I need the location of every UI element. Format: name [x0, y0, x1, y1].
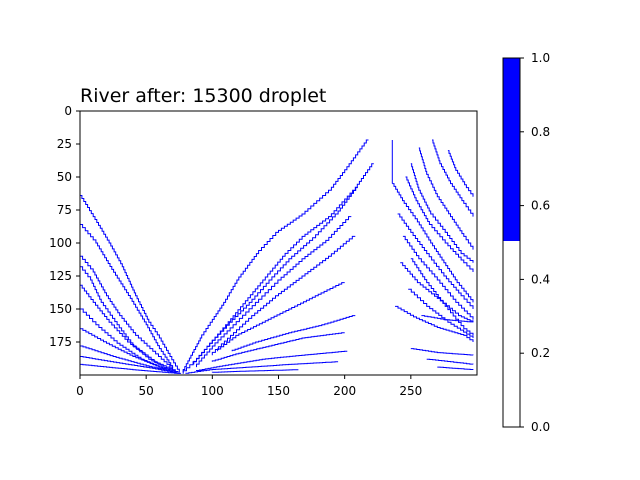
- river-channel-15: [217, 282, 345, 352]
- river-channel-1: [80, 224, 174, 369]
- colorbar-tick-label: 0.0: [531, 420, 550, 434]
- y-tick-label: 0: [64, 104, 72, 118]
- river-channel-34: [421, 315, 474, 323]
- x-tick-label: 50: [139, 384, 154, 398]
- river-channel-0: [80, 195, 180, 373]
- river-channel-28: [395, 305, 474, 342]
- river-channel-18: [196, 350, 348, 371]
- river-channel-36: [426, 358, 474, 365]
- river-channel-23: [397, 213, 474, 309]
- colorbar-tick-label: 0.4: [531, 272, 550, 286]
- y-tick-label: 175: [49, 335, 72, 349]
- y-axis: 0 25 50 75 100 125 150 175: [49, 104, 80, 349]
- colorbar-tick-label: 0.2: [531, 346, 550, 360]
- colorbar-frame: [502, 57, 521, 428]
- river-channel-8: [80, 356, 180, 374]
- river-channel-33: [447, 150, 474, 197]
- river-channel-6: [80, 328, 179, 373]
- chart-title: River after: 15300 droplet: [80, 85, 326, 107]
- x-tick-label: 250: [399, 384, 422, 398]
- river-channel-29: [432, 139, 474, 217]
- plot-area: [80, 111, 477, 375]
- colorbar-tick-label: 1.0: [531, 51, 550, 65]
- x-tick-label: 200: [333, 384, 356, 398]
- river-channel-32: [405, 176, 474, 272]
- y-tick-label: 25: [57, 137, 72, 151]
- river-channel-16: [231, 315, 356, 352]
- river-channel-20: [211, 369, 299, 373]
- x-tick-label: 150: [267, 384, 290, 398]
- river-channel-22: [392, 183, 474, 303]
- river-channel-35: [410, 348, 474, 356]
- river-channel-3: [80, 266, 176, 371]
- colorbar-low-segment: [503, 241, 520, 427]
- river-network: [80, 139, 474, 374]
- river-channel-7: [80, 345, 176, 373]
- river-channel-13: [196, 216, 352, 368]
- y-tick-label: 100: [49, 236, 72, 250]
- river-channel-2: [80, 255, 174, 370]
- colorbar-axis: 0.0 0.2 0.4 0.6 0.8 1.0: [520, 51, 550, 434]
- river-channel-10: [182, 139, 369, 373]
- river-channel-9: [80, 363, 182, 374]
- river-channel-25: [410, 258, 474, 336]
- river-channel-37: [437, 366, 474, 370]
- y-tick-label: 125: [49, 269, 72, 283]
- river-channel-4: [80, 284, 171, 371]
- y-tick-label: 150: [49, 302, 72, 316]
- colorbar-tick-label: 0.8: [531, 125, 550, 139]
- river-channel-27: [408, 288, 474, 338]
- y-tick-label: 75: [57, 203, 72, 217]
- river-channel-30: [418, 147, 474, 250]
- river-channel-19: [185, 361, 339, 374]
- y-tick-label: 50: [57, 170, 72, 184]
- river-channel-14: [211, 235, 356, 356]
- colorbar-high-segment: [503, 58, 520, 241]
- x-tick-label: 100: [201, 384, 224, 398]
- x-axis: 0 50 100 150 200 250: [76, 375, 422, 398]
- river-channel-12: [193, 187, 358, 365]
- river-channel-26: [400, 262, 474, 323]
- river-channel-31: [410, 163, 474, 263]
- x-tick-label: 0: [76, 384, 84, 398]
- river-channel-17: [211, 332, 345, 362]
- river-channel-24: [402, 235, 474, 320]
- colorbar-tick-label: 0.6: [531, 199, 550, 213]
